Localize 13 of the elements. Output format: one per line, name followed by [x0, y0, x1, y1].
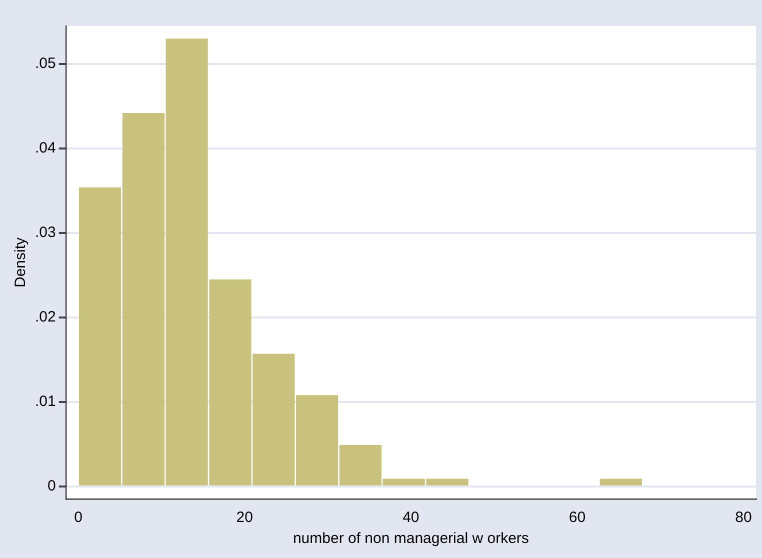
x-tick-label: 20: [236, 509, 253, 526]
x-tick-label: 80: [735, 509, 752, 526]
y-tick-label: 0: [48, 477, 56, 494]
y-tick-label: .02: [34, 308, 56, 326]
y-tick-label: .01: [34, 393, 56, 410]
x-tick-label: 40: [402, 509, 420, 526]
x-tick-label: 0: [74, 509, 82, 526]
y-tick-label: .03: [34, 224, 56, 242]
y-tick-label: .04: [34, 140, 56, 157]
x-axis-title: number of non managerial w orkers: [292, 530, 529, 548]
y-axis-title: Density: [12, 237, 30, 288]
x-tick-label: 60: [568, 509, 586, 526]
y-tick-label: .05: [34, 55, 56, 72]
